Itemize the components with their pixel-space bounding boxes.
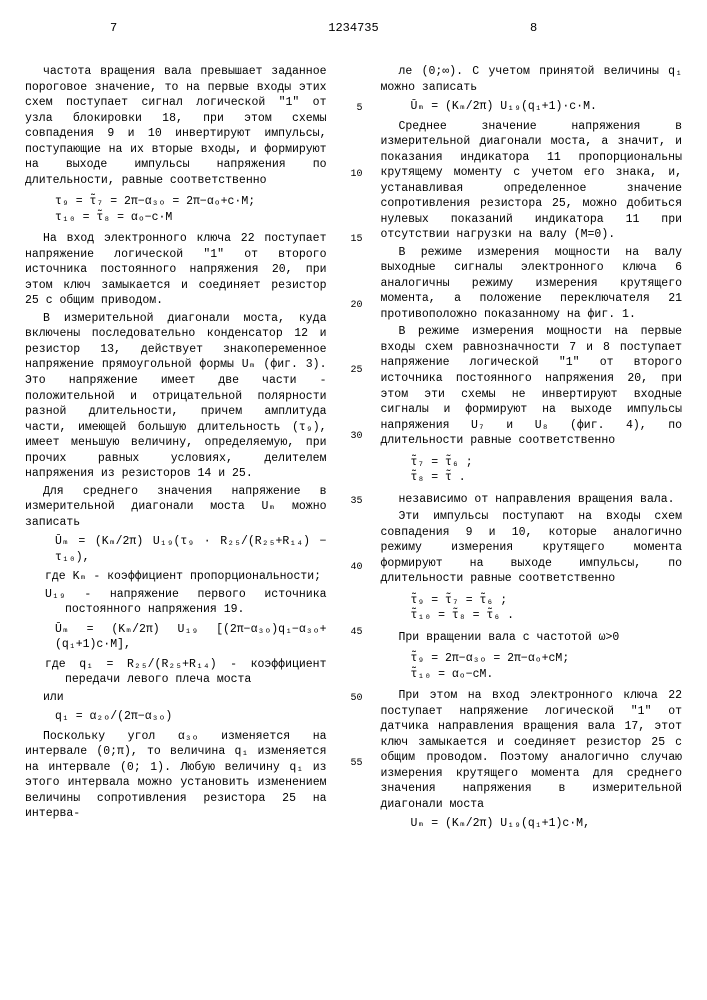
page-number-left: 7 xyxy=(110,20,117,36)
where-clause: где q₁ = R₂₅/(R₂₅+R₁₄) - коэффициент пер… xyxy=(45,657,327,688)
left-column: частота вращения вала превышает заданное… xyxy=(25,64,327,836)
line-number: 40 xyxy=(345,561,363,575)
line-number: 35 xyxy=(345,495,363,509)
paragraph: Среднее значение напряжения в измеритель… xyxy=(381,119,683,243)
formula: τ₉ = τ̃₇ = 2π−α₃ₒ = 2π−αₒ+c·M; xyxy=(55,194,327,210)
line-number: 30 xyxy=(345,430,363,444)
formula: q₁ = α₂ₒ/(2π−α₃ₒ) xyxy=(55,709,327,725)
page-header: 7 1234735 8 xyxy=(25,20,682,36)
paragraph: независимо от направления вращения вала. xyxy=(381,492,683,508)
paragraph: В измерительной диагонали моста, куда вк… xyxy=(25,311,327,482)
formula: Ūₘ = (Kₘ/2π) U₁₉ [(2π−α₃ₒ)q₁−α₃ₒ+(q₁+1)c… xyxy=(55,622,327,653)
formula: τ̃₇ = τ̃₆ ; xyxy=(411,455,683,471)
line-number: 55 xyxy=(345,757,363,771)
paragraph: или xyxy=(25,690,327,706)
line-number: 45 xyxy=(345,626,363,640)
line-numbers: 5 10 15 20 25 30 35 40 45 50 55 xyxy=(345,64,363,836)
line-number: 10 xyxy=(345,168,363,182)
paragraph: В режиме измерения мощности на валу выхо… xyxy=(381,245,683,323)
right-column: ле (0;∞). С учетом принятой величины q₁ … xyxy=(381,64,683,836)
line-number: 20 xyxy=(345,299,363,313)
paragraph: При вращении вала с частотой ω>0 xyxy=(381,630,683,646)
paragraph: частота вращения вала превышает заданное… xyxy=(25,64,327,188)
line-number: 15 xyxy=(345,233,363,247)
text-columns: частота вращения вала превышает заданное… xyxy=(25,64,682,836)
paragraph: В режиме измерения мощности на первые вх… xyxy=(381,324,683,448)
line-number: 50 xyxy=(345,692,363,706)
formula: τ̃₁₀ = αₒ−cM. xyxy=(411,667,683,683)
paragraph: Эти импульсы поступают на входы схем сов… xyxy=(381,509,683,587)
document-number: 1234735 xyxy=(328,20,378,36)
formula-block: τ̃₇ = τ̃₆ ; τ̃₈ = τ̃ . xyxy=(411,455,683,486)
paragraph: ле (0;∞). С учетом принятой величины q₁ … xyxy=(381,64,683,95)
formula-block: τ₉ = τ̃₇ = 2π−α₃ₒ = 2π−αₒ+c·M; τ₁₀ = τ̃₈… xyxy=(55,194,327,225)
formula: τ̃₉ = 2π−α₃ₒ = 2π−αₒ+cM; xyxy=(411,651,683,667)
paragraph: При этом на вход электронного ключа 22 п… xyxy=(381,688,683,812)
paragraph: На вход электронного ключа 22 поступает … xyxy=(25,231,327,309)
paragraph: Поскольку угол α₃ₒ изменяется на интерва… xyxy=(25,729,327,822)
page-number-right: 8 xyxy=(530,20,537,36)
formula: Uₘ = (Kₘ/2π) U₁₉(q₁+1)c·M, xyxy=(411,816,683,832)
formula-block: τ̃₉ = τ̃₇ = τ̃₆ ; τ̃₁₀ = τ̃₈ = τ̃₆ . xyxy=(411,593,683,624)
where-clause: U₁₉ - напряжение первого источника посто… xyxy=(45,587,327,618)
formula: τ̃₁₀ = τ̃₈ = τ̃₆ . xyxy=(411,608,683,624)
formula: Ūₘ = (Kₘ/2π) U₁₉(τ₉ · R₂₅/(R₂₅+R₁₄) − τ₁… xyxy=(55,534,327,565)
formula: τ₁₀ = τ̃₈ = αₒ−c·M xyxy=(55,210,327,226)
formula-block: τ̃₉ = 2π−α₃ₒ = 2π−αₒ+cM; τ̃₁₀ = αₒ−cM. xyxy=(411,651,683,682)
where-clause: где Kₘ - коэффициент пропорциональности; xyxy=(45,569,327,585)
line-number: 25 xyxy=(345,364,363,378)
paragraph: Для среднего значения напряжение в измер… xyxy=(25,484,327,531)
formula: Ūₘ = (Kₘ/2π) U₁₉(q₁+1)·c·M. xyxy=(411,99,683,115)
line-number: 5 xyxy=(345,102,363,116)
formula: τ̃₈ = τ̃ . xyxy=(411,470,683,486)
formula: τ̃₉ = τ̃₇ = τ̃₆ ; xyxy=(411,593,683,609)
